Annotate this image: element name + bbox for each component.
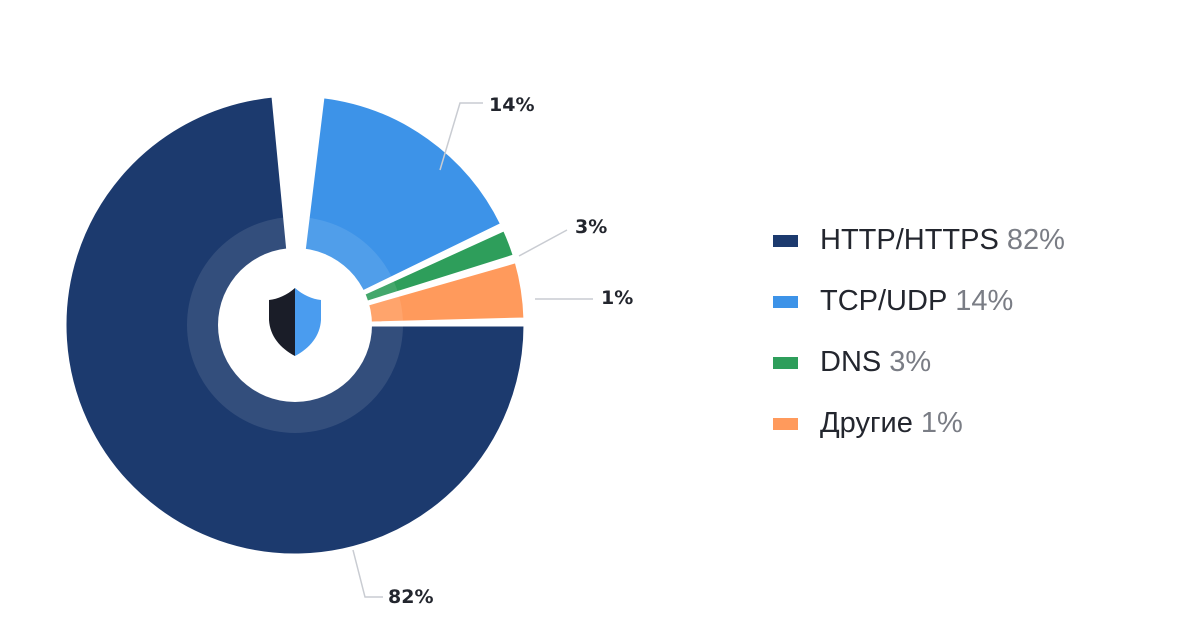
legend-label: DNS bbox=[820, 346, 882, 378]
legend-item-dns: DNS 3% bbox=[773, 332, 1065, 393]
legend-item-other: Другие 1% bbox=[773, 393, 1065, 454]
leader-line-http bbox=[352, 549, 383, 598]
label-http: 82% bbox=[388, 586, 433, 608]
legend-item-http: HTTP/HTTPS 82% bbox=[773, 210, 1065, 271]
label-dns: 3% bbox=[575, 216, 607, 238]
legend-item-tcp: TCP/UDP 14% bbox=[773, 271, 1065, 332]
legend-value: 3% bbox=[889, 346, 932, 378]
swatch-http bbox=[773, 234, 798, 247]
swatch-tcp bbox=[773, 295, 798, 308]
legend-label: TCP/UDP bbox=[820, 285, 948, 317]
label-other: 1% bbox=[601, 287, 633, 309]
shield-icon bbox=[269, 288, 321, 356]
leader-line-tcp bbox=[439, 102, 483, 171]
label-tcp: 14% bbox=[489, 94, 534, 116]
leader-line-dns bbox=[518, 229, 568, 257]
legend-value: 1% bbox=[920, 407, 963, 439]
legend-value: 14% bbox=[955, 285, 1014, 317]
swatch-other bbox=[773, 417, 798, 430]
legend-label: Другие bbox=[820, 407, 913, 439]
swatch-dns bbox=[773, 356, 798, 369]
legend-value: 82% bbox=[1006, 224, 1065, 256]
legend: HTTP/HTTPS 82% TCP/UDP 14% DNS 3% Другие… bbox=[773, 210, 1065, 454]
legend-label: HTTP/HTTPS bbox=[820, 224, 999, 256]
